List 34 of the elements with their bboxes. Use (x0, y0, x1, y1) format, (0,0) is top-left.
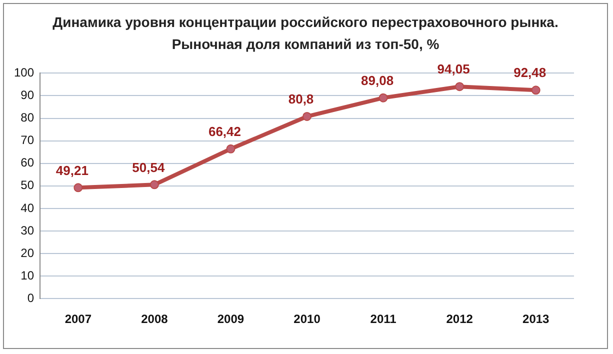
point (378, 93, 388, 102)
data-label: 92,48 (514, 65, 546, 80)
data-label: 94,05 (437, 62, 470, 77)
point (150, 180, 159, 190)
y-tick-label: 0 (27, 290, 34, 305)
x-tick-label: 2012 (446, 312, 474, 326)
y-tick-label: 20 (20, 246, 34, 260)
y-tick-label: 60 (20, 156, 34, 170)
x-tick-label: 2007 (64, 312, 92, 326)
y-tick-label: 50 (20, 178, 34, 192)
data-label: 50,54 (132, 160, 166, 175)
point (226, 144, 236, 154)
x-tick-label: 2013 (522, 312, 550, 326)
y-tick-label: 90 (20, 88, 34, 102)
x-tick-label: 2010 (294, 312, 321, 326)
point (302, 112, 312, 121)
y-tick-label: 10 (20, 268, 34, 282)
y-tick-label: 40 (20, 200, 34, 215)
y-tick-label: 70 (20, 133, 34, 148)
point (531, 86, 540, 95)
x-tick-label: 2011 (370, 312, 397, 326)
x-tick-label: 2008 (141, 312, 168, 326)
y-tick-label: 80 (20, 110, 34, 125)
x-tick-label: 2009 (217, 312, 244, 326)
data-label: 89,08 (361, 72, 394, 88)
chart-subtitle: Рыночная доля компаний из топ-50, % (170, 36, 440, 52)
chart-title: Динамика уровня концентрации российского перестраховочного рынка. (52, 14, 560, 30)
data-label: 49,21 (56, 162, 88, 178)
point (74, 183, 83, 192)
data-label: 66,42 (208, 124, 241, 139)
y-tick-label: 100 (14, 66, 34, 80)
data-label: 80,8 (288, 92, 314, 107)
point (455, 82, 464, 92)
y-tick-label: 30 (20, 223, 34, 238)
